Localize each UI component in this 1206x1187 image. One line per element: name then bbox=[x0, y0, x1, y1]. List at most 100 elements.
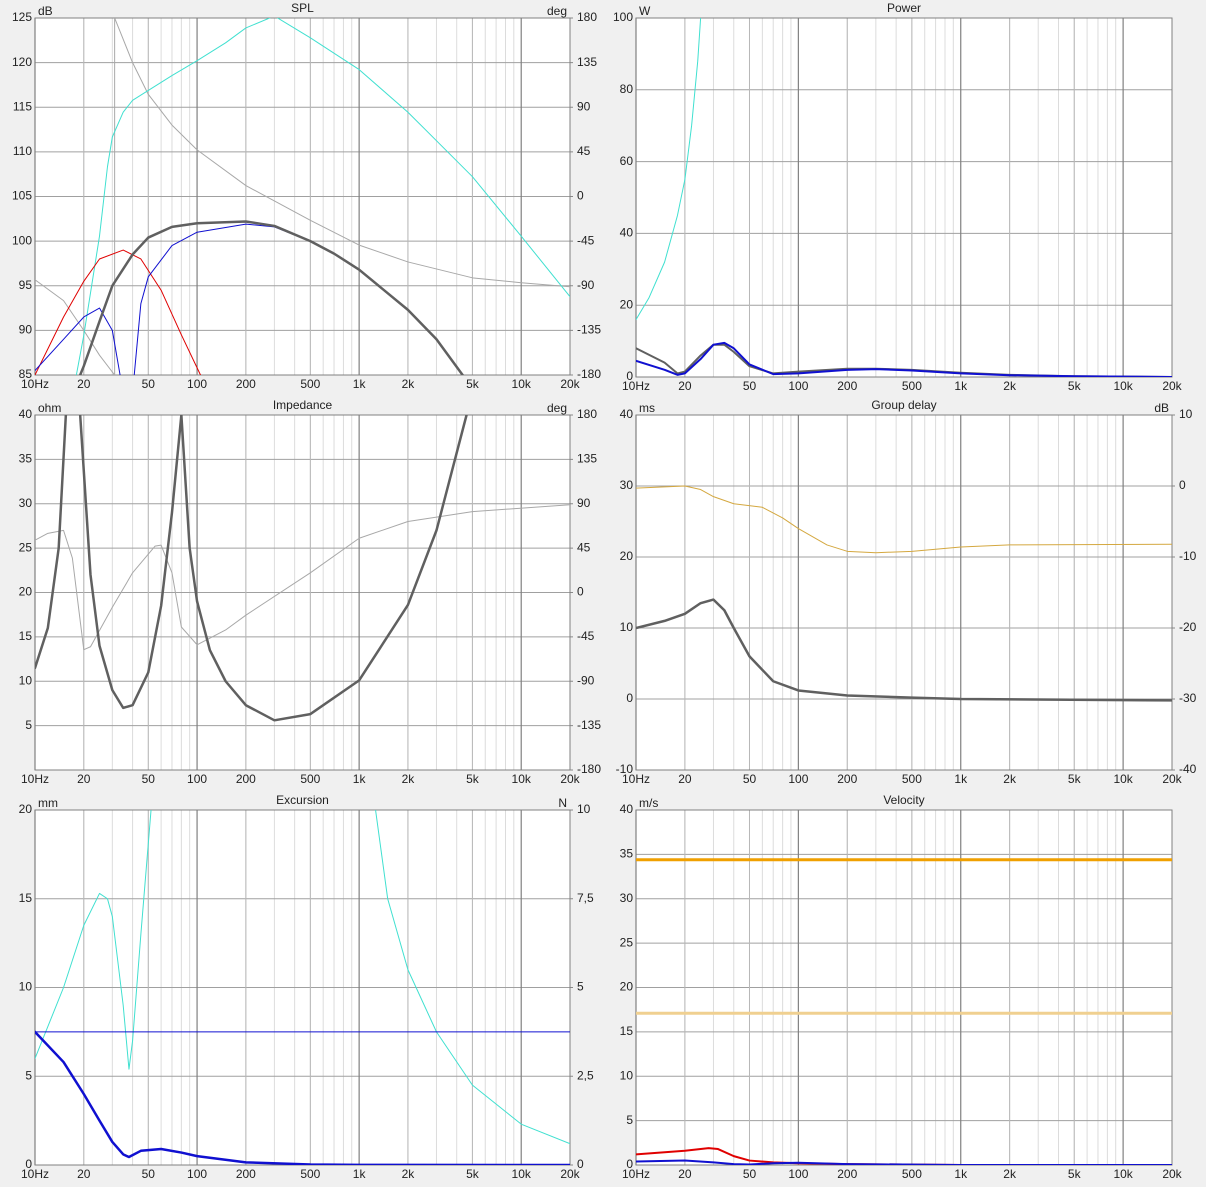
y-tick-label: 40 bbox=[620, 226, 634, 240]
y2-tick-label: -180 bbox=[577, 367, 601, 381]
x-tick-label: 20 bbox=[678, 379, 692, 393]
y2-tick-label: 90 bbox=[577, 496, 591, 510]
y-tick-label: 15 bbox=[19, 629, 33, 643]
x-tick-label: 5k bbox=[1068, 1167, 1082, 1181]
y2-tick-label: 10 bbox=[1179, 407, 1193, 421]
x-tick-label: 1k bbox=[954, 772, 968, 786]
series-line bbox=[636, 598, 1172, 702]
y-tick-label: 125 bbox=[12, 10, 32, 24]
x-tick-label: 50 bbox=[142, 377, 156, 391]
x-tick-label: 50 bbox=[142, 1167, 156, 1181]
y-tick-label: 40 bbox=[19, 407, 33, 421]
y2-tick-label: -45 bbox=[577, 233, 595, 247]
y2-tick-label: -40 bbox=[1179, 762, 1197, 776]
x-tick-label: 20k bbox=[560, 377, 580, 391]
x-tick-label: 2k bbox=[402, 1167, 416, 1181]
y2-tick-label: -135 bbox=[577, 718, 601, 732]
y-axis-label: W bbox=[639, 4, 651, 18]
y2-tick-label: 0 bbox=[577, 1157, 584, 1171]
y2-axis-label: N bbox=[558, 796, 567, 810]
y-tick-label: 80 bbox=[620, 82, 634, 96]
series-line bbox=[35, 18, 570, 375]
y-tick-label: 10 bbox=[19, 673, 33, 687]
x-tick-label: 10Hz bbox=[622, 1167, 650, 1181]
x-tick-label: 50 bbox=[743, 379, 757, 393]
chart: 85 90 95 100 105 110 115 120 125 -180 -135 -90 -45 0 4… bbox=[12, 1, 601, 391]
x-tick-label: 1k bbox=[954, 1167, 968, 1181]
chart-title: Excursion bbox=[276, 793, 329, 807]
y-tick-label: -10 bbox=[616, 762, 634, 776]
chart-title: Impedance bbox=[273, 398, 333, 412]
series-group bbox=[35, 810, 570, 1165]
x-tick-label: 10k bbox=[1113, 379, 1133, 393]
x-tick-label: 20k bbox=[1162, 1167, 1182, 1181]
x-tick-label: 10k bbox=[512, 1167, 532, 1181]
y2-tick-label: -20 bbox=[1179, 620, 1197, 634]
series-line bbox=[78, 220, 465, 375]
y-tick-label: 30 bbox=[620, 478, 634, 492]
y2-tick-label: 7,5 bbox=[577, 891, 594, 905]
y-axis-label: mm bbox=[38, 796, 58, 810]
y-tick-label: 100 bbox=[613, 10, 633, 24]
x-tick-label: 20k bbox=[1162, 772, 1182, 786]
x-tick-label: 10k bbox=[512, 772, 532, 786]
x-tick-label: 50 bbox=[142, 772, 156, 786]
y-tick-label: 115 bbox=[13, 99, 32, 113]
x-tick-label: 10k bbox=[1113, 772, 1133, 786]
y2-tick-label: 45 bbox=[577, 144, 591, 158]
chart: 0 20 40 60 80 100 10Hz 20 50 100 200 500 1k 2k 5k 10k 20… bbox=[613, 1, 1183, 393]
chart-title: Power bbox=[887, 1, 921, 15]
y-tick-label: 35 bbox=[19, 452, 33, 466]
x-tick-label: 20 bbox=[77, 377, 91, 391]
y-tick-label: 20 bbox=[19, 585, 33, 599]
series-line bbox=[35, 415, 468, 722]
y2-tick-label: 90 bbox=[577, 99, 591, 113]
x-tick-label: 100 bbox=[788, 379, 808, 393]
chart: 5 10 15 20 25 30 35 40 -180 -135 -90 -45 0 45 90 135 180… bbox=[19, 398, 602, 786]
x-tick-label: 20 bbox=[678, 1167, 692, 1181]
chart: -10 0 10 20 30 40 -40 -30 -20 -10 0 10 10Hz 20 50 100 20… bbox=[616, 398, 1197, 786]
chart-title: Group delay bbox=[871, 398, 936, 412]
plot-border bbox=[34, 414, 571, 771]
x-tick-label: 10Hz bbox=[21, 772, 49, 786]
y2-tick-label: 2,5 bbox=[577, 1068, 594, 1082]
y2-tick-label: 0 bbox=[577, 585, 584, 599]
x-tick-label: 2k bbox=[402, 377, 416, 391]
y2-tick-label: -30 bbox=[1179, 691, 1197, 705]
x-tick-label: 200 bbox=[837, 1167, 857, 1181]
series-group bbox=[35, 18, 570, 375]
y-axis-label: ms bbox=[639, 401, 655, 415]
x-tick-label: 2k bbox=[1003, 379, 1017, 393]
plot-border bbox=[34, 17, 571, 376]
y2-tick-label: -90 bbox=[577, 673, 595, 687]
x-tick-label: 500 bbox=[300, 772, 320, 786]
y2-tick-label: -90 bbox=[577, 278, 595, 292]
x-tick-label: 500 bbox=[300, 1167, 320, 1181]
x-tick-label: 2k bbox=[1003, 772, 1017, 786]
y-axis-label: dB bbox=[38, 4, 53, 18]
chart: 0 5 10 15 20 25 30 35 40 10Hz 20 50 100 200 500 1k 2k 5k 1… bbox=[620, 793, 1183, 1181]
x-tick-label: 1k bbox=[353, 1167, 367, 1181]
y-tick-label: 20 bbox=[19, 802, 33, 816]
x-tick-label: 100 bbox=[187, 377, 207, 391]
y-axis-label: ohm bbox=[38, 401, 61, 415]
y-tick-label: 5 bbox=[626, 1113, 633, 1127]
y-tick-label: 60 bbox=[620, 154, 634, 168]
x-tick-label: 20k bbox=[560, 1167, 580, 1181]
x-tick-label: 5k bbox=[1068, 772, 1082, 786]
x-tick-label: 20 bbox=[77, 772, 91, 786]
y-tick-label: 30 bbox=[620, 891, 634, 905]
x-tick-label: 20 bbox=[77, 1167, 91, 1181]
x-tick-label: 50 bbox=[743, 772, 757, 786]
y2-axis-label: deg bbox=[547, 4, 567, 18]
y2-tick-label: -135 bbox=[577, 323, 601, 337]
x-tick-label: 1k bbox=[353, 377, 367, 391]
y-tick-label: 15 bbox=[620, 1024, 634, 1038]
x-tick-label: 2k bbox=[1003, 1167, 1017, 1181]
y-tick-label: 0 bbox=[626, 1157, 633, 1171]
x-tick-label: 5k bbox=[466, 377, 480, 391]
y-tick-label: 40 bbox=[620, 802, 634, 816]
y-tick-label: 0 bbox=[626, 691, 633, 705]
y2-tick-label: -45 bbox=[577, 629, 595, 643]
